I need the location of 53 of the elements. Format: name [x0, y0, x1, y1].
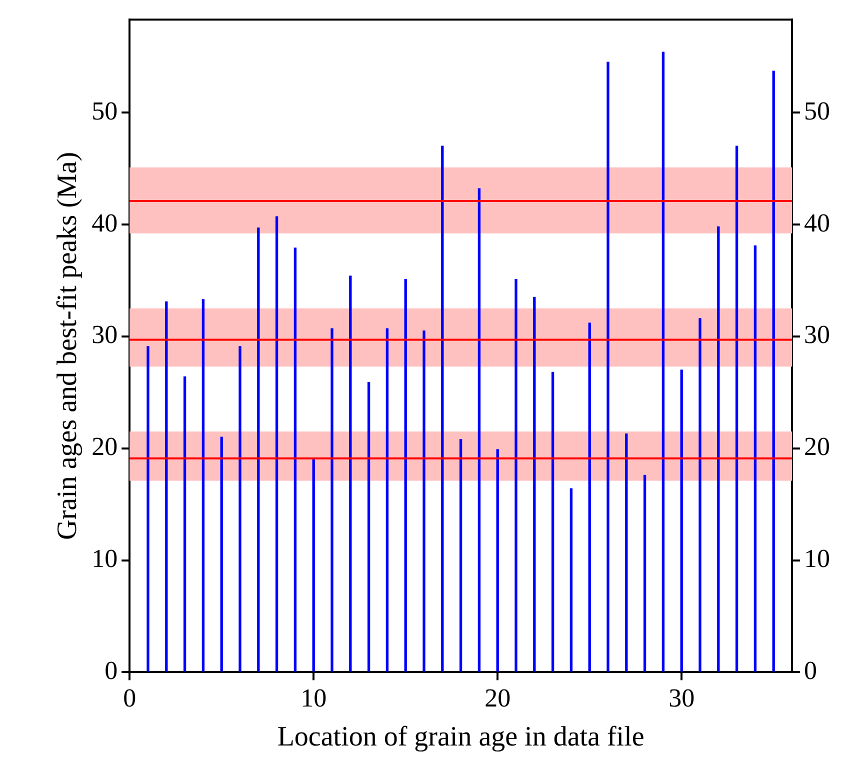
- y-tick-label: 50: [92, 96, 118, 126]
- y-axis-title: Grain ages and best-fit peaks (Ma): [52, 152, 84, 540]
- bar: [698, 318, 702, 672]
- bar: [496, 449, 499, 672]
- y-tick-label: 20: [92, 432, 118, 462]
- bar: [294, 248, 297, 672]
- y2-tick-label: 50: [804, 96, 830, 126]
- x-tick-label: 30: [668, 684, 695, 713]
- y2-tick-label: 20: [804, 432, 830, 462]
- bar: [349, 276, 352, 672]
- y2-tick-label: 10: [804, 544, 830, 574]
- bar: [404, 278, 407, 672]
- bar: [202, 299, 205, 672]
- bar: [459, 439, 462, 672]
- x-axis-title: Location of grain age in data file: [277, 722, 644, 753]
- x-tick-label: 10: [300, 684, 327, 713]
- bar: [643, 474, 646, 672]
- y-tick-label: 30: [92, 320, 118, 350]
- bar: [330, 328, 334, 672]
- y2-tick-label: 0: [804, 656, 817, 686]
- bar: [165, 301, 168, 672]
- y-tick-label: 0: [104, 656, 118, 686]
- y-tick-label: 10: [92, 544, 118, 574]
- bar: [754, 245, 757, 672]
- bar: [588, 322, 591, 672]
- bar: [533, 296, 536, 672]
- bar: [183, 376, 186, 672]
- bar: [220, 436, 223, 672]
- bar: [146, 346, 150, 672]
- y-tick-label: 40: [92, 208, 118, 238]
- bar: [422, 330, 426, 672]
- x-tick-label: 20: [484, 684, 511, 713]
- bar: [625, 433, 628, 672]
- bar: [570, 488, 573, 672]
- bar: [257, 227, 260, 672]
- bar: [735, 146, 738, 672]
- bar: [478, 188, 481, 672]
- bar: [680, 370, 683, 672]
- bar: [772, 70, 775, 672]
- bar: [238, 346, 242, 672]
- bar: [606, 62, 610, 672]
- y2-tick-label: 30: [804, 320, 830, 350]
- bar: [367, 382, 370, 672]
- y2-tick-label: 40: [804, 208, 830, 238]
- bar: [662, 52, 665, 672]
- bar: [551, 372, 554, 672]
- x-tick-label: 0: [123, 684, 136, 713]
- bar: [275, 216, 278, 672]
- bar: [717, 226, 720, 672]
- bar: [514, 278, 518, 672]
- bar: [441, 146, 444, 672]
- bar: [312, 459, 315, 672]
- bar: [386, 328, 389, 672]
